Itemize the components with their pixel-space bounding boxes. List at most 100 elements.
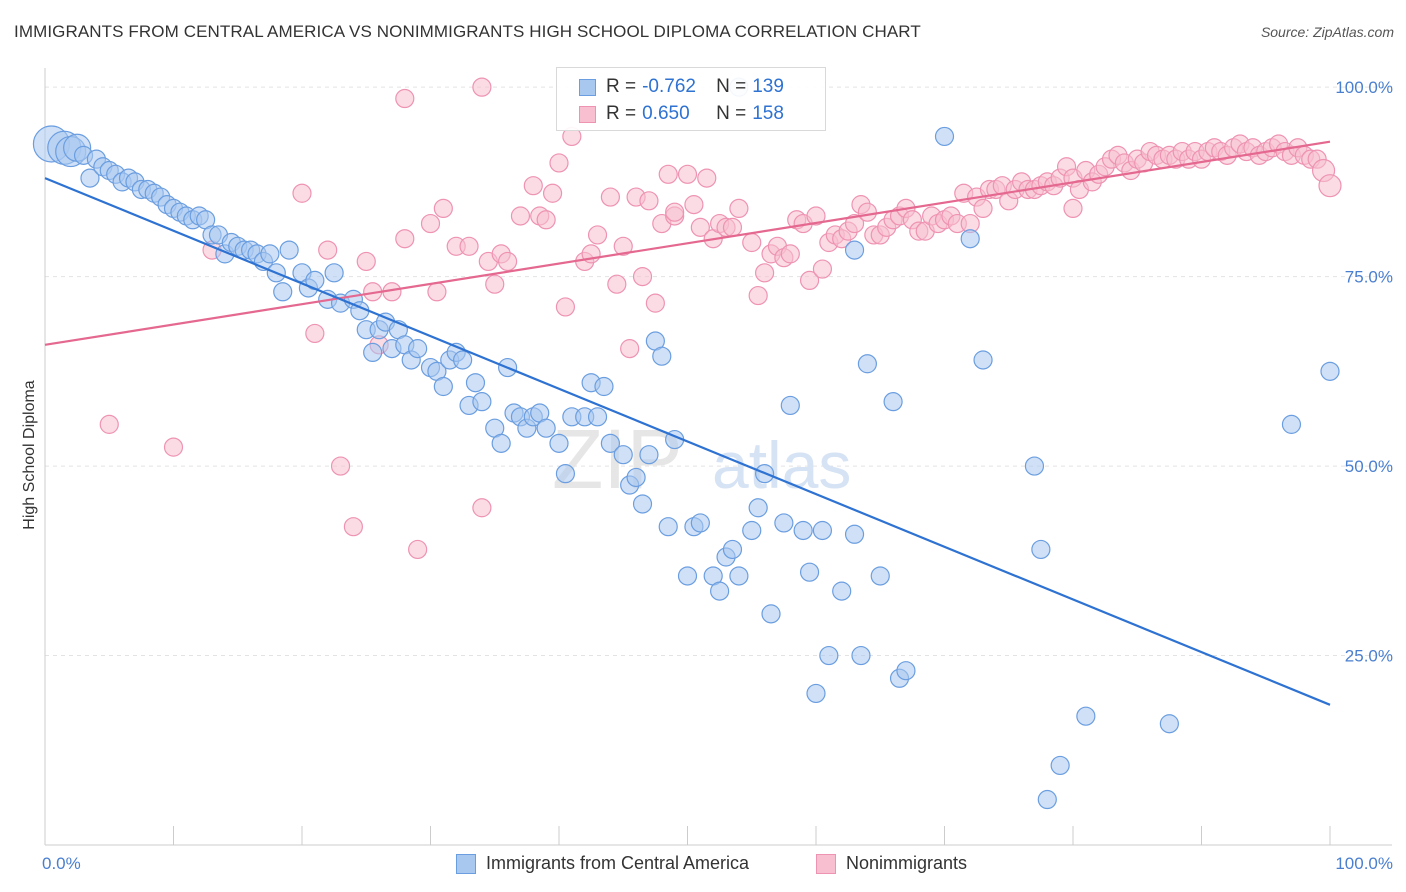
legend-item-central-america[interactable]: Immigrants from Central America bbox=[456, 853, 749, 874]
blue-point bbox=[363, 342, 383, 363]
pink-point bbox=[459, 236, 479, 256]
pink-point bbox=[812, 259, 833, 279]
blue-point bbox=[748, 498, 768, 518]
pink-point bbox=[343, 517, 363, 537]
stats-legend-blue-row: R = -0.762 N = 139 bbox=[579, 74, 784, 100]
blue-point bbox=[710, 581, 730, 601]
y-tick-labels: 25.0% 50.0% 75.0% 100.0% bbox=[1335, 78, 1393, 665]
blue-point bbox=[832, 581, 852, 601]
blue-point bbox=[613, 445, 633, 465]
pink-point bbox=[163, 437, 184, 457]
blue-r-value: -0.762 bbox=[642, 76, 696, 97]
stats-legend-pink-row: R = 0.650 N = 158 bbox=[579, 101, 784, 127]
pink-point bbox=[600, 187, 621, 207]
blue-point bbox=[491, 433, 511, 453]
pink-point bbox=[1063, 198, 1083, 219]
central-america-trend-line bbox=[44, 177, 1331, 706]
blue-point bbox=[555, 464, 576, 484]
legend-item-nonimmigrants[interactable]: Nonimmigrants bbox=[816, 853, 967, 874]
pink-point bbox=[292, 183, 312, 203]
blue-point bbox=[472, 392, 492, 412]
pink-point bbox=[433, 198, 453, 219]
blue-point bbox=[742, 520, 762, 541]
blue-point bbox=[465, 373, 486, 393]
pink-point bbox=[729, 198, 749, 219]
pink-point bbox=[395, 229, 415, 249]
blue-point bbox=[896, 661, 916, 681]
pink-n-label: N = bbox=[716, 103, 747, 124]
stats-legend: R = -0.762 N = 139 R = 0.650 N = 158 bbox=[556, 67, 826, 131]
blue-point bbox=[626, 467, 646, 488]
pink-point bbox=[806, 206, 826, 226]
blue-point bbox=[652, 346, 672, 366]
blue-point bbox=[433, 376, 453, 397]
source-label: Source: ZipAtlas.com bbox=[1260, 24, 1394, 40]
pink-point bbox=[408, 539, 428, 560]
pink-point bbox=[542, 183, 563, 203]
pink-point bbox=[510, 206, 531, 226]
pink-point bbox=[555, 297, 576, 317]
blue-point bbox=[549, 433, 569, 453]
pink-point bbox=[754, 263, 775, 283]
pink-point bbox=[697, 168, 717, 188]
blue-point bbox=[960, 229, 980, 249]
blue-n-label: N = bbox=[716, 76, 747, 97]
pink-point bbox=[639, 191, 659, 211]
axes bbox=[44, 68, 1392, 846]
pink-point bbox=[722, 217, 743, 237]
chart-title: IMMIGRANTS FROM CENTRAL AMERICA VS NONIM… bbox=[14, 22, 921, 41]
pink-point bbox=[318, 240, 338, 260]
blue-point bbox=[793, 520, 813, 541]
blue-point bbox=[844, 524, 865, 544]
pink-point bbox=[427, 282, 447, 302]
watermark-atlas: atlas bbox=[712, 428, 851, 502]
blue-point bbox=[1320, 361, 1340, 381]
blue-point bbox=[587, 407, 608, 427]
pink-r-label: R = bbox=[606, 103, 637, 124]
y-axis-label: High School Diploma bbox=[21, 380, 38, 530]
pink-point bbox=[330, 456, 351, 476]
blue-point bbox=[806, 683, 826, 704]
y-tick-label: 50.0% bbox=[1345, 457, 1393, 476]
trend-lines bbox=[44, 140, 1331, 706]
pink-point bbox=[523, 176, 543, 196]
blue-point bbox=[1031, 539, 1051, 560]
blue-point bbox=[594, 376, 614, 397]
blue-point bbox=[453, 350, 473, 370]
pink-r-value: 0.650 bbox=[642, 103, 690, 124]
blue-r-label: R = bbox=[606, 76, 637, 97]
pink-point bbox=[857, 202, 878, 222]
blue-point bbox=[934, 126, 955, 147]
blue-point bbox=[729, 566, 749, 586]
pink-point bbox=[665, 202, 685, 222]
pink-point bbox=[498, 251, 518, 272]
x-tick-label-min: 0.0% bbox=[42, 854, 81, 873]
blue-point bbox=[324, 263, 344, 283]
blue-point bbox=[677, 566, 698, 586]
blue-point bbox=[260, 244, 280, 264]
blue-point bbox=[774, 513, 794, 533]
blue-point bbox=[1050, 755, 1070, 776]
blue-point bbox=[279, 240, 299, 260]
pink-point bbox=[549, 153, 569, 173]
nonimmigrants-trend-line bbox=[44, 140, 1331, 346]
pink-point bbox=[420, 213, 441, 234]
pink-point bbox=[472, 498, 492, 518]
blue-point bbox=[761, 604, 781, 624]
blue-point bbox=[870, 566, 890, 586]
pink-point bbox=[472, 77, 492, 97]
blue-point bbox=[1281, 414, 1302, 434]
pink-point bbox=[632, 267, 653, 287]
pink-point bbox=[620, 339, 640, 359]
pink-n-value: 158 bbox=[752, 103, 784, 124]
pink-point bbox=[356, 251, 376, 272]
legend-blue-label: Immigrants from Central America bbox=[486, 853, 750, 873]
pink-point bbox=[684, 195, 704, 215]
pink-point bbox=[395, 88, 415, 109]
pink-point bbox=[742, 232, 762, 253]
blue-n-value: 139 bbox=[752, 76, 784, 97]
blue-point bbox=[812, 520, 833, 541]
pink-point bbox=[613, 236, 633, 256]
legend-pink-label: Nonimmigrants bbox=[846, 853, 968, 873]
